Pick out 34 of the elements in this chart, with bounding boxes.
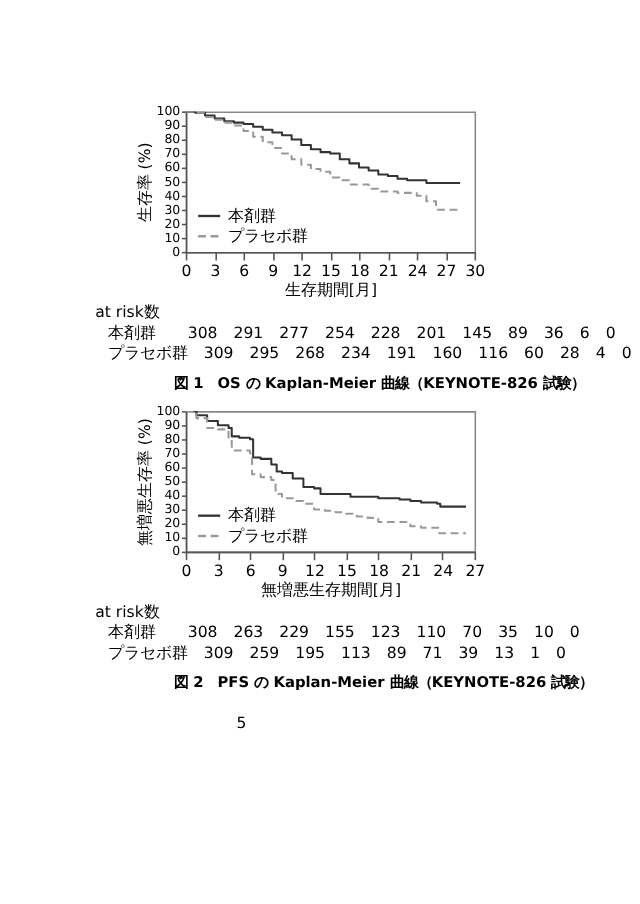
legend-label: 本剤群: [227, 206, 276, 225]
x-tick-label: 30: [465, 262, 486, 281]
x-tick-label: 24: [407, 262, 428, 281]
x-tick-label: 15: [321, 262, 341, 281]
x-tick-label: 24: [433, 561, 454, 580]
x-tick-label: 18: [369, 561, 390, 580]
text: 本剤群 308 291 277 254 228 201 145 89 36 6 0: [107, 323, 616, 342]
x-tick-label: 27: [436, 262, 457, 281]
x-tick-label: 6: [245, 561, 256, 580]
text: at risk数: [95, 603, 160, 622]
y-axis-title: 無増悪生存率 (%): [136, 418, 155, 547]
x-axis-title: 無増悪生存期間[月]: [260, 580, 402, 599]
x-tick-label: 3: [210, 262, 221, 281]
x-axis-title: 生存期間[月]: [284, 280, 378, 299]
text: 本剤群 308 263 229 155 123 110 70 35 10 0: [107, 623, 580, 642]
x-tick-label: 21: [378, 262, 399, 281]
x-tick-label: 9: [277, 561, 288, 580]
x-tick-label: 9: [268, 262, 279, 281]
x-tick-label: 18: [349, 262, 370, 281]
text: at risk数: [95, 303, 160, 322]
x-tick-label: 12: [292, 262, 313, 281]
text: プラセボ群 309 295 268 234 191 160 116 60 28 4 0: [107, 344, 632, 363]
x-tick-label: 21: [401, 561, 422, 580]
legend-label: 本剤群: [227, 506, 276, 525]
x-tick-label: 15: [337, 561, 357, 580]
x-tick-label: 12: [304, 561, 325, 580]
text: 5: [236, 713, 247, 732]
legend-label: プラセボ群: [227, 226, 308, 245]
x-tick-label: 3: [213, 561, 224, 580]
text: プラセボ群 309 259 195 113 89 71 39 13 1 0: [107, 643, 567, 662]
x-tick-label: 27: [465, 561, 486, 580]
legend-label: プラセボ群: [227, 526, 308, 545]
y-axis-title: 生存率 (%): [136, 142, 155, 223]
x-tick-label: 6: [239, 262, 250, 281]
